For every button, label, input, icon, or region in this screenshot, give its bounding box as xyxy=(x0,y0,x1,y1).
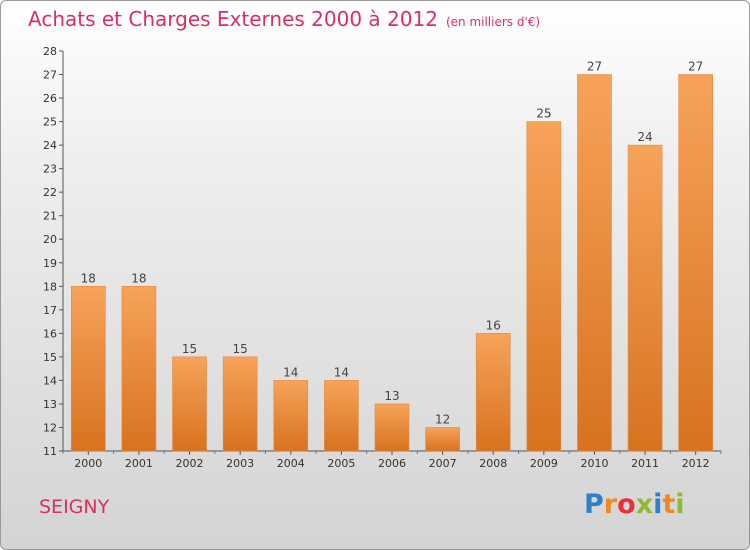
y-tick-label: 16 xyxy=(43,327,57,340)
bar xyxy=(121,285,157,452)
y-tick-label: 11 xyxy=(43,445,57,458)
bar xyxy=(475,333,511,452)
bar xyxy=(273,380,309,452)
bar-value-label: 18 xyxy=(131,271,146,285)
y-tick-label: 20 xyxy=(43,233,57,246)
logo-letter: i xyxy=(653,489,663,520)
bar xyxy=(71,285,106,452)
x-tick-label: 2000 xyxy=(74,457,102,470)
chart-title: Achats et Charges Externes 2000 à 2012 (e… xyxy=(28,7,540,31)
y-tick-label: 19 xyxy=(43,257,57,270)
logo-letter: o xyxy=(617,489,636,520)
x-tick-label: 2004 xyxy=(277,457,305,470)
bar-value-label: 16 xyxy=(486,318,501,332)
bar xyxy=(324,380,359,452)
x-tick-label: 2006 xyxy=(378,457,406,470)
chart-title-text: Achats et Charges Externes 2000 à 2012 xyxy=(28,7,438,31)
x-tick-label: 2002 xyxy=(176,457,204,470)
bar-value-label: 25 xyxy=(536,107,551,121)
y-tick-label: 28 xyxy=(43,45,57,58)
bar-value-label: 15 xyxy=(233,342,248,356)
y-tick-label: 23 xyxy=(43,163,57,176)
y-tick-label: 26 xyxy=(43,92,57,105)
logo-letter: t xyxy=(662,489,676,520)
y-tick-label: 21 xyxy=(43,210,57,223)
bar-value-label: 13 xyxy=(384,389,399,403)
logo-letter: r xyxy=(603,489,618,520)
x-tick-label: 2005 xyxy=(327,457,355,470)
bar-value-label: 24 xyxy=(637,130,652,144)
bar-value-label: 18 xyxy=(81,271,96,285)
y-tick-label: 24 xyxy=(43,139,57,152)
x-tick-label: 2009 xyxy=(530,457,558,470)
bars: 18 18 15 15 14 14 13 12 16 25 27 24 27 xyxy=(71,60,713,452)
logo-letter: P xyxy=(584,489,604,520)
bar xyxy=(425,427,460,452)
bar-value-label: 27 xyxy=(688,60,703,74)
x-tick-label: 2010 xyxy=(580,457,608,470)
bar xyxy=(526,121,562,452)
x-tick-label: 2003 xyxy=(226,457,254,470)
proxiti-logo: Proxiti xyxy=(584,489,685,520)
bar xyxy=(172,356,207,452)
y-tick-label: 12 xyxy=(43,421,57,434)
bar-value-label: 14 xyxy=(283,365,298,379)
bar-value-label: 27 xyxy=(587,60,602,74)
bar xyxy=(678,74,713,452)
axes: 11 12 13 14 15 16 17 18 19 20 21 22 23 24 25 26 27 28 2000… xyxy=(43,45,722,470)
x-tick-label: 2012 xyxy=(682,457,710,470)
y-tick-label: 22 xyxy=(43,186,57,199)
y-tick-label: 15 xyxy=(43,351,57,364)
y-tick-label: 25 xyxy=(43,116,57,129)
y-tick-label: 14 xyxy=(43,374,57,387)
logo-letter: x xyxy=(635,489,654,520)
bar xyxy=(222,356,258,452)
bar-value-label: 12 xyxy=(435,412,450,426)
bar xyxy=(627,144,663,452)
x-tick-label: 2007 xyxy=(429,457,457,470)
y-tick-label: 13 xyxy=(43,398,57,411)
bar xyxy=(374,403,410,452)
x-tick-label: 2001 xyxy=(125,457,153,470)
chart-unit: (en milliers d'€) xyxy=(445,15,541,29)
logo-letter: i xyxy=(675,489,685,520)
y-tick-label: 18 xyxy=(43,280,57,293)
bar-value-label: 14 xyxy=(334,365,349,379)
y-tick-label: 17 xyxy=(43,304,57,317)
x-tick-label: 2008 xyxy=(479,457,507,470)
x-tick-label: 2011 xyxy=(631,457,659,470)
y-tick-label: 27 xyxy=(43,69,57,82)
bar xyxy=(577,74,612,452)
bar-value-label: 15 xyxy=(182,342,197,356)
place-name: SEIGNY xyxy=(39,496,110,518)
